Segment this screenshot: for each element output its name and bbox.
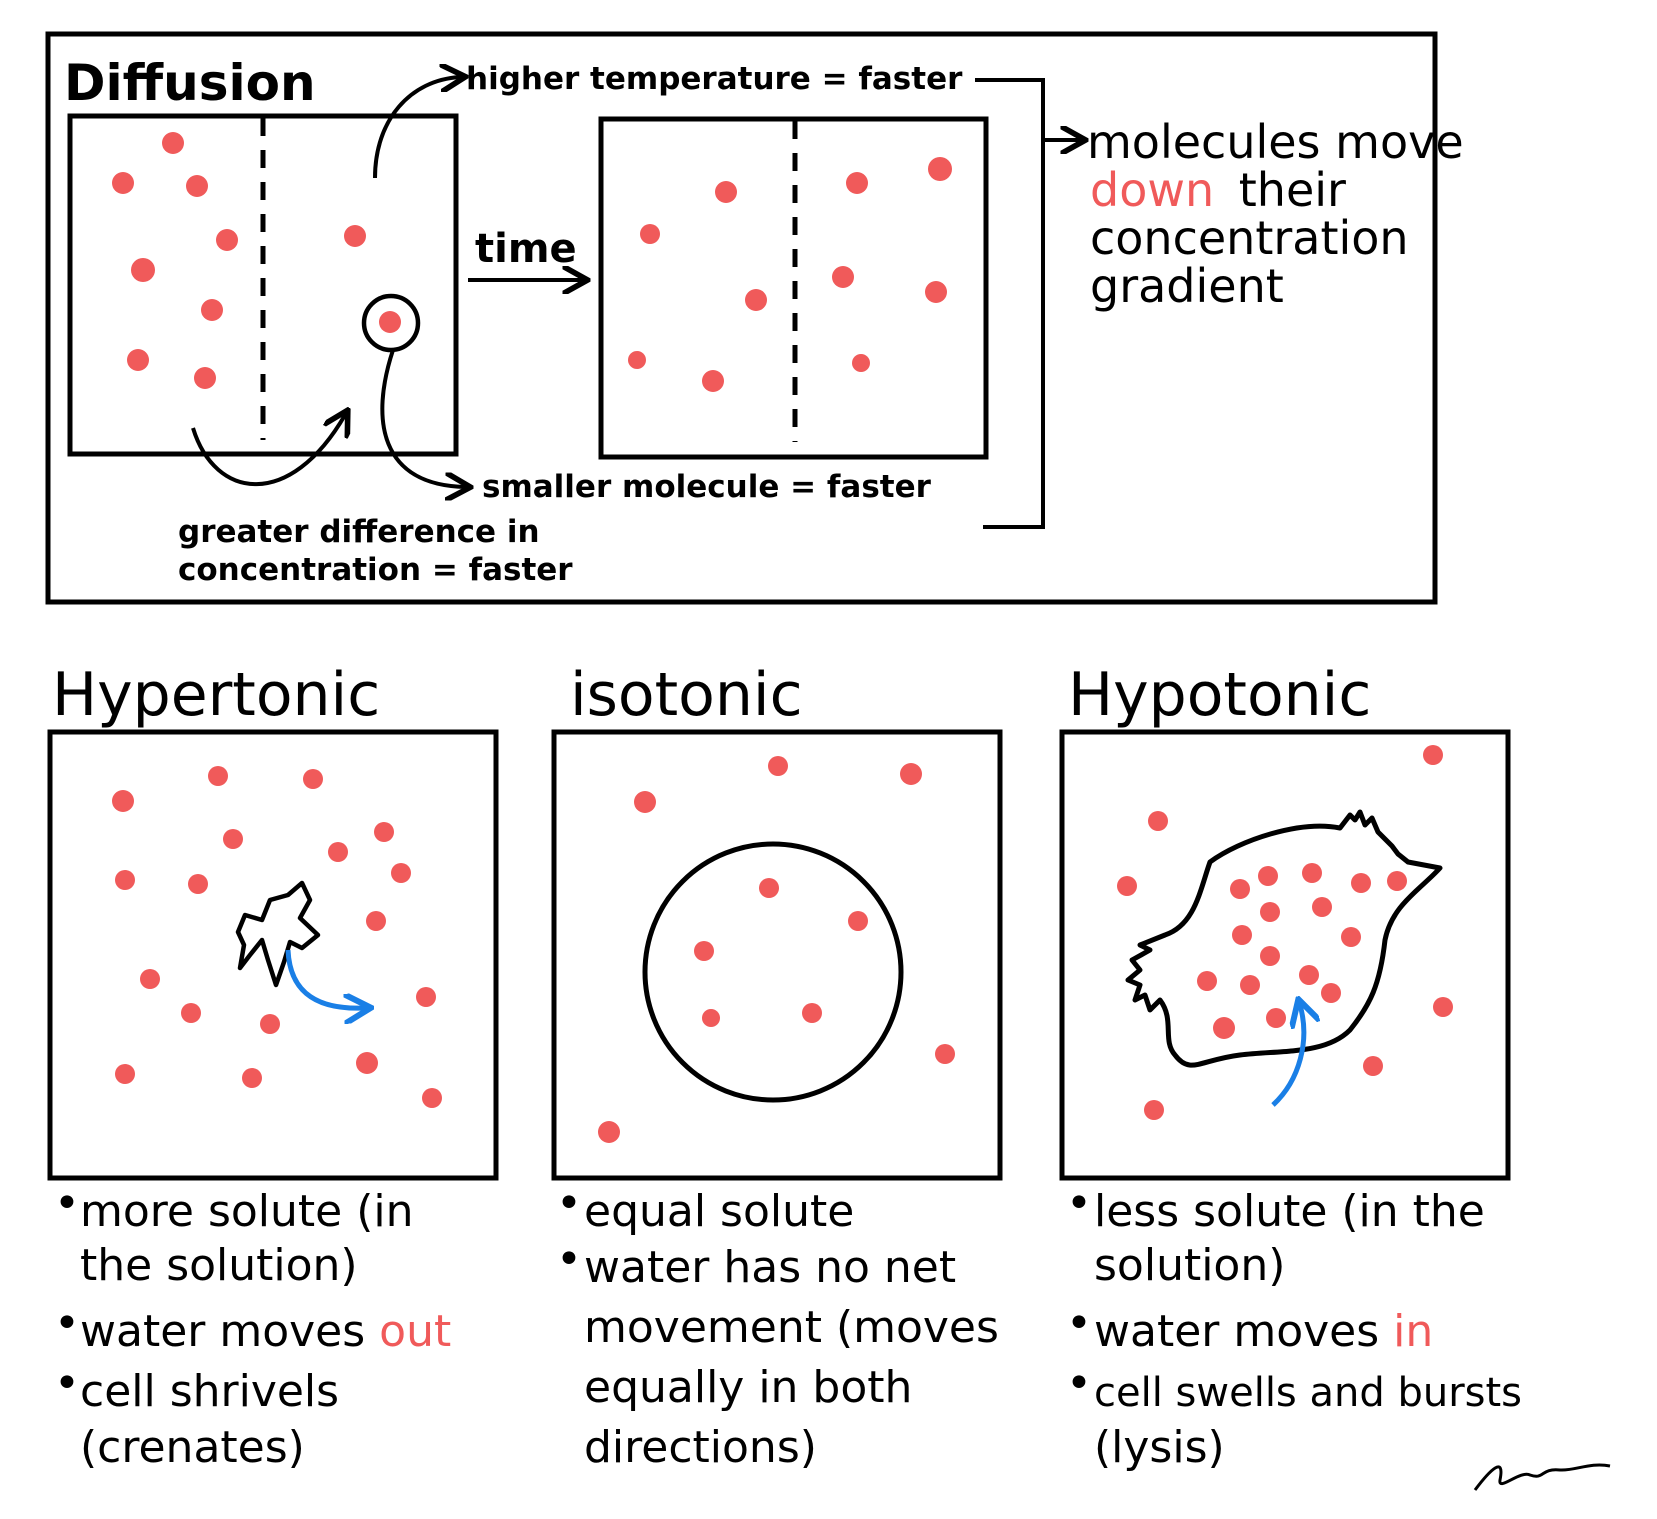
hypotonic-bullet-1-line-1: less solute (in the xyxy=(1094,1186,1485,1237)
isotonic-bullets: • equal solute • water has no net moveme… xyxy=(556,1178,999,1473)
diffusion-after-box xyxy=(598,116,989,460)
concentration-curved-arrow xyxy=(191,415,345,486)
hypertonic-bullet-1-line-1: more solute (in xyxy=(80,1186,414,1237)
hypertonic-bullet-3-line-1: cell shrivels xyxy=(80,1366,339,1417)
bullet: • xyxy=(54,1178,80,1229)
hypotonic-panel: Hypotonic • less solute (in the solution… xyxy=(1059,660,1522,1473)
out-highlight: out xyxy=(379,1306,451,1357)
temperature-factor-label: higher temperature = faster xyxy=(466,61,963,97)
hypotonic-title: Hypotonic xyxy=(1068,660,1371,730)
diffusion-result-line-4: gradient xyxy=(1090,259,1284,313)
bullet: • xyxy=(54,1358,80,1409)
signature xyxy=(1473,1463,1611,1491)
molecule-size-arrow xyxy=(380,349,465,487)
molecule-size-factor-label: smaller molecule = faster xyxy=(482,469,932,505)
bullet: • xyxy=(54,1298,80,1349)
diffusion-result-line-3: concentration xyxy=(1090,211,1409,265)
hypertonic-particles xyxy=(112,766,442,1108)
isotonic-bullet-1: equal solute xyxy=(584,1186,854,1237)
hypotonic-particles xyxy=(1117,745,1453,1120)
factors-bracket xyxy=(975,78,1045,529)
isotonic-bullet-2-line-4: directions) xyxy=(584,1422,817,1473)
diffusion-title: Diffusion xyxy=(64,54,316,112)
diffusion-before-box xyxy=(67,113,459,457)
hypertonic-title: Hypertonic xyxy=(52,660,380,730)
isotonic-title: isotonic xyxy=(570,660,803,730)
time-label: time xyxy=(475,226,577,272)
crenated-cell xyxy=(235,880,321,988)
hypotonic-box xyxy=(1059,729,1511,1181)
result-their: their xyxy=(1239,163,1346,217)
particles-before xyxy=(112,132,401,389)
diffusion-result-line-1: molecules move xyxy=(1087,115,1464,169)
isotonic-box xyxy=(551,729,1003,1181)
diffusion-result-line-2: down their xyxy=(1090,163,1346,217)
isotonic-panel: isotonic • equal solute • water has no n… xyxy=(551,660,1003,1473)
water-in-arrow xyxy=(1271,1005,1304,1107)
particles-after xyxy=(628,157,952,392)
hypotonic-bullets: • less solute (in the solution) • water … xyxy=(1066,1178,1522,1473)
water-out-arrow xyxy=(285,949,365,1008)
hypotonic-bullet-1-line-2: solution) xyxy=(1094,1240,1285,1291)
diffusion-frame xyxy=(45,31,1438,605)
bullet: • xyxy=(556,1234,582,1285)
lysing-cell xyxy=(1125,809,1443,1068)
concentration-factor-label-2: concentration = faster xyxy=(178,552,573,588)
hypotonic-bullet-2: water moves in xyxy=(1094,1306,1433,1357)
hypotonic-bullet-3-line-2: (lysis) xyxy=(1094,1422,1225,1473)
in-highlight: in xyxy=(1393,1306,1433,1357)
bullet: • xyxy=(1066,1298,1092,1349)
isotonic-bullet-2-line-1: water has no net xyxy=(584,1242,956,1293)
temperature-arrow xyxy=(373,77,460,179)
hypertonic-bullets: • more solute (in the solution) • water … xyxy=(54,1178,451,1473)
bullet: • xyxy=(556,1178,582,1229)
isotonic-bullet-2-line-2: movement (moves xyxy=(584,1302,999,1353)
hypotonic-bullet-3-line-1: cell swells and bursts xyxy=(1094,1370,1522,1416)
bullet: • xyxy=(1066,1178,1092,1229)
diffusion-panel: Diffusion higher temperature = faster gr… xyxy=(45,31,1464,605)
normal-cell xyxy=(642,841,904,1103)
hypertonic-bullet-2: water moves out xyxy=(80,1306,451,1357)
down-highlight: down xyxy=(1090,163,1214,217)
bullet: • xyxy=(1066,1358,1092,1409)
isotonic-particles xyxy=(598,756,955,1143)
hypertonic-box xyxy=(47,729,499,1181)
isotonic-bullet-2-line-3: equally in both xyxy=(584,1362,912,1413)
hypertonic-panel: Hypertonic • more solute (in the solutio… xyxy=(47,660,499,1473)
hypertonic-bullet-3-line-2: (crenates) xyxy=(80,1422,305,1473)
concentration-factor-label-1: greater difference in xyxy=(178,514,540,550)
hypertonic-bullet-1-line-2: the solution) xyxy=(80,1240,358,1291)
